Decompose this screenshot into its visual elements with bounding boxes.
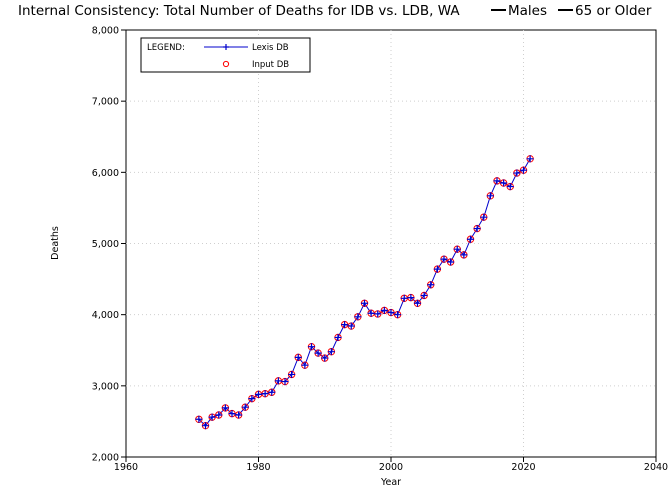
point-lexis-db <box>241 403 249 411</box>
point-lexis-db <box>394 311 402 319</box>
point-lexis-db <box>255 390 262 398</box>
point-lexis-db <box>341 321 349 329</box>
point-lexis-db <box>327 348 335 356</box>
point-lexis-db <box>520 166 527 174</box>
point-lexis-db <box>347 322 355 330</box>
point-lexis-db <box>500 179 508 187</box>
point-lexis-db <box>248 395 256 403</box>
legend-lexis-plus-icon <box>223 44 229 50</box>
point-lexis-db <box>334 333 342 341</box>
point-lexis-db <box>294 353 302 361</box>
point-lexis-db <box>493 177 501 185</box>
x-tick-label: 2000 <box>379 462 403 473</box>
point-lexis-db <box>513 169 521 177</box>
x-tick-label: 2040 <box>644 462 668 473</box>
point-lexis-db <box>228 410 236 418</box>
axis-ticks: 2,000 3,000 4,000 5,000 6,000 7,000 8,000 1960 1… <box>92 26 668 474</box>
point-lexis-db <box>480 213 488 221</box>
point-lexis-db <box>301 361 309 369</box>
point-lexis-db <box>486 192 494 200</box>
point-lexis-db <box>467 235 474 243</box>
x-axis-label: Year <box>380 477 401 488</box>
x-tick-label: 2020 <box>511 462 535 473</box>
y-tick-label: 7,000 <box>92 97 119 108</box>
point-lexis-db <box>433 265 441 273</box>
x-tick-label: 1980 <box>246 462 270 473</box>
legend: LEGEND: Lexis DB Input DB <box>140 37 311 73</box>
data-series <box>195 155 534 430</box>
point-lexis-db <box>367 309 375 317</box>
point-lexis-db <box>374 310 382 318</box>
title-suffix-age: 65 or Older <box>575 3 652 19</box>
point-lexis-db <box>420 291 428 299</box>
legend-input-circle-icon <box>222 60 230 68</box>
title-suffix-males: Males <box>508 3 547 19</box>
point-lexis-db <box>281 378 289 386</box>
point-lexis-db <box>506 183 514 191</box>
point-lexis-db <box>427 281 435 289</box>
point-lexis-db <box>208 413 216 421</box>
point-lexis-db <box>308 343 315 351</box>
point-lexis-db <box>215 411 223 419</box>
point-lexis-db <box>447 258 455 266</box>
point-lexis-db <box>440 255 448 263</box>
point-lexis-db <box>387 309 395 317</box>
point-lexis-db <box>407 294 415 302</box>
y-tick-label: 3,000 <box>92 381 119 392</box>
legend-input-label: Input DB <box>252 60 289 70</box>
point-lexis-db <box>274 377 282 385</box>
point-lexis-db <box>400 294 408 302</box>
point-lexis-db <box>526 155 534 163</box>
legend-lexis-label: Lexis DB <box>252 43 289 53</box>
point-lexis-db <box>221 404 229 412</box>
y-tick-label: 5,000 <box>92 239 119 250</box>
chart-title: Internal Consistency: Total Number of De… <box>18 3 460 19</box>
point-lexis-db <box>288 370 296 378</box>
point-lexis-db <box>354 313 362 321</box>
series-line-lexis-db <box>198 158 531 427</box>
point-lexis-db <box>261 390 269 398</box>
y-axis-label: Deaths <box>50 226 61 260</box>
x-tick-label: 1960 <box>114 462 138 473</box>
point-lexis-db <box>321 354 329 362</box>
y-tick-label: 8,000 <box>92 26 119 37</box>
point-lexis-db <box>361 299 368 307</box>
point-lexis-db <box>414 299 421 307</box>
y-tick-label: 6,000 <box>92 168 119 179</box>
point-lexis-db <box>202 422 209 430</box>
point-lexis-db <box>380 306 388 314</box>
y-tick-label: 4,000 <box>92 310 119 321</box>
point-lexis-db <box>235 411 243 419</box>
point-lexis-db <box>314 349 322 357</box>
point-lexis-db <box>453 245 461 253</box>
legend-heading: LEGEND: <box>147 43 185 53</box>
y-tick-label: 2,000 <box>92 453 119 464</box>
point-lexis-db <box>460 251 468 259</box>
grid <box>126 30 656 457</box>
point-lexis-db <box>473 225 481 233</box>
point-lexis-db <box>268 388 276 396</box>
point-lexis-db <box>195 415 203 423</box>
